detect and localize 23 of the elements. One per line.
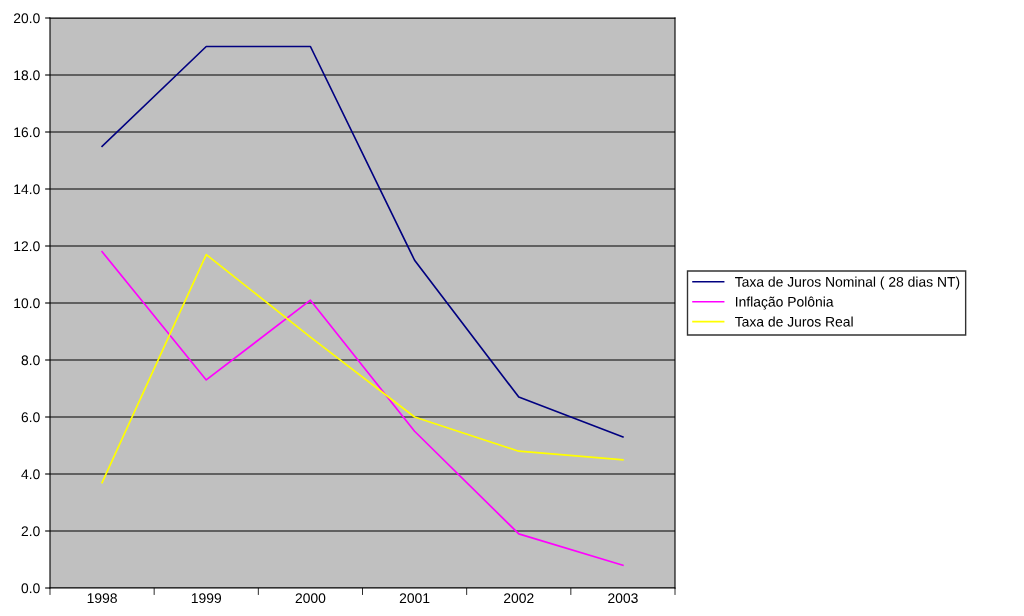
line-series — [101, 45, 624, 438]
legend-label: Taxa de Juros Real — [735, 316, 853, 327]
y-tick-label: 4.0 — [21, 469, 40, 480]
x-tick-label: 2000 — [295, 593, 326, 604]
y-tick-label: 20.0 — [13, 13, 40, 24]
x-tick-label: 2002 — [504, 593, 534, 604]
y-tick-label: 6.0 — [21, 412, 40, 423]
y-tick-label: 8.0 — [21, 355, 40, 366]
line-series — [101, 253, 624, 484]
x-tick-label: 1999 — [191, 593, 222, 604]
x-tick-label: 2001 — [399, 593, 430, 604]
line-series — [101, 250, 624, 567]
y-tick-label: 16.0 — [14, 127, 40, 138]
legend-label: Inflação Polônia — [736, 296, 834, 310]
y-tick-label: 2.0 — [21, 526, 40, 537]
y-tick-label: 0.0 — [21, 583, 40, 594]
y-tick-label: 14.0 — [14, 184, 40, 195]
legend-label: Taxa de Juros Nominal ( 28 dias NT) — [735, 276, 960, 290]
y-tick-label: 10.0 — [14, 298, 40, 309]
y-tick-label: 18.0 — [14, 70, 40, 81]
y-tick-label: 12.0 — [14, 241, 40, 252]
x-tick-label: 2003 — [608, 593, 638, 604]
x-tick-label: 1998 — [87, 593, 117, 604]
